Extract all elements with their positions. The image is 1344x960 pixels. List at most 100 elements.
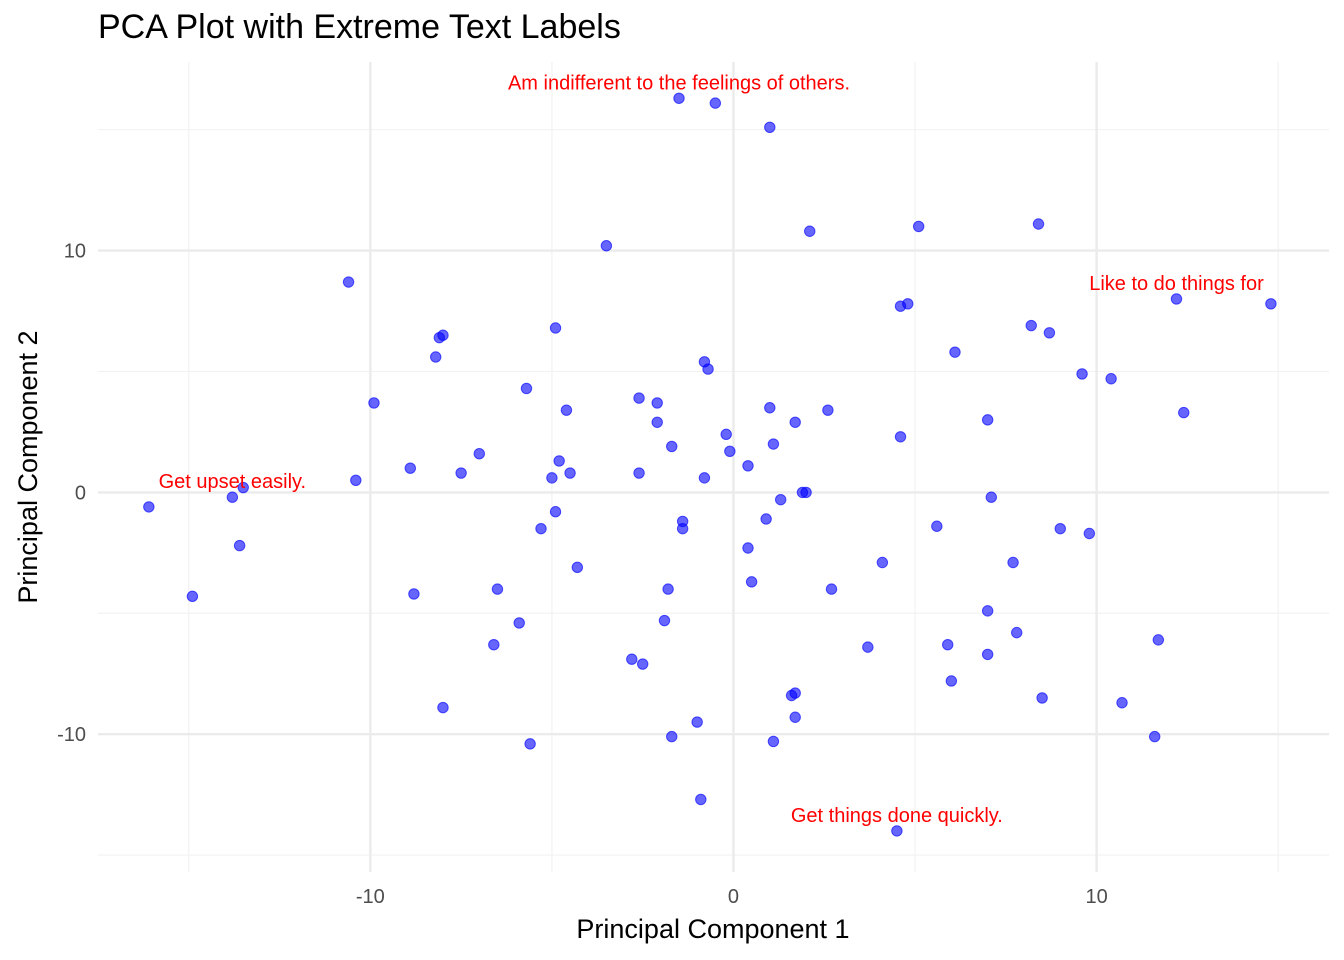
- data-point: [651, 416, 663, 428]
- data-point: [651, 397, 663, 409]
- data-point: [430, 351, 442, 363]
- data-point: [455, 467, 467, 479]
- data-point: [676, 522, 689, 535]
- data-point: [350, 474, 362, 486]
- data-point: [1178, 406, 1190, 419]
- data-point: [1025, 319, 1037, 332]
- y-tick-label: 10: [64, 241, 86, 263]
- y-axis-title: Principal Component 2: [13, 330, 43, 603]
- data-point: [666, 440, 678, 453]
- data-point: [1265, 298, 1277, 310]
- data-point: [767, 438, 780, 450]
- data-point: [702, 363, 714, 375]
- data-point: [488, 639, 500, 651]
- data-point: [520, 382, 533, 395]
- data-point: [143, 501, 155, 513]
- data-point: [862, 641, 874, 653]
- data-point: [942, 639, 954, 651]
- annotation-label: Get upset easily.: [159, 471, 306, 493]
- data-point: [720, 428, 732, 441]
- data-point: [237, 481, 249, 494]
- data-point: [437, 701, 449, 714]
- data-point: [822, 404, 834, 416]
- data-point: [673, 92, 685, 104]
- grid-major: [98, 62, 1329, 872]
- data-point: [949, 346, 961, 358]
- data-point: [1148, 730, 1161, 743]
- annotation-label: Get things done quickly.: [791, 805, 1003, 827]
- data-point: [767, 735, 780, 748]
- data-point: [1036, 692, 1048, 704]
- data-point: [894, 431, 907, 443]
- x-axis-title: Principal Component 1: [576, 914, 849, 944]
- data-point: [789, 711, 801, 723]
- y-tick-label: -10: [57, 724, 86, 746]
- data-point: [1043, 327, 1056, 339]
- data-point: [876, 556, 889, 569]
- data-point: [742, 460, 754, 472]
- data-point: [745, 576, 758, 588]
- data-point: [785, 689, 798, 702]
- data-point: [1011, 626, 1023, 639]
- data-point: [1083, 527, 1096, 540]
- data-point: [981, 605, 994, 617]
- data-point: [985, 491, 997, 503]
- annotation-label: Am indifferent to the feelings of others…: [508, 72, 850, 94]
- data-point: [549, 506, 562, 518]
- data-point: [774, 493, 787, 506]
- data-point: [226, 491, 239, 503]
- data-point: [1076, 368, 1088, 380]
- data-point: [825, 583, 838, 595]
- data-point: [560, 404, 573, 416]
- data-point: [564, 467, 576, 479]
- data-point: [945, 675, 958, 687]
- data-point: [633, 467, 645, 479]
- data-point: [981, 648, 994, 661]
- data-point: [1170, 293, 1183, 305]
- data-point: [981, 414, 994, 426]
- data-point: [912, 220, 925, 233]
- data-point: [368, 397, 380, 409]
- y-tick-labels: -10 0 10: [57, 241, 86, 747]
- data-point: [666, 730, 678, 743]
- data-point: [473, 448, 485, 460]
- data-point: [691, 716, 703, 728]
- data-point: [1007, 556, 1019, 569]
- chart-title: PCA Plot with Extreme Text Labels: [98, 8, 621, 46]
- data-point: [800, 486, 812, 499]
- data-point: [433, 331, 446, 344]
- data-point: [804, 225, 816, 237]
- data-point: [764, 121, 776, 133]
- grid-minor: [98, 62, 1329, 872]
- data-point: [513, 617, 525, 629]
- data-point: [491, 583, 504, 595]
- data-point: [524, 738, 536, 750]
- data-point: [553, 455, 565, 467]
- points-layer: [143, 92, 1277, 837]
- data-point: [1152, 634, 1165, 646]
- data-point: [931, 520, 943, 532]
- x-tick-label: -10: [356, 886, 385, 908]
- data-point: [600, 240, 613, 252]
- data-point: [1105, 373, 1117, 385]
- data-point: [789, 416, 801, 428]
- data-point: [1054, 522, 1066, 535]
- data-point: [404, 462, 416, 474]
- data-point: [1032, 218, 1045, 230]
- annotation-label: Like to do things for: [1089, 273, 1264, 295]
- data-point: [633, 392, 645, 404]
- data-point: [891, 825, 903, 837]
- data-point: [636, 658, 649, 670]
- x-tick-label: 10: [1085, 886, 1107, 908]
- y-tick-label: 0: [75, 482, 86, 504]
- data-point: [764, 402, 776, 414]
- data-point: [626, 653, 638, 665]
- data-point: [535, 522, 547, 535]
- data-point: [408, 588, 420, 600]
- annotations-layer: Am indifferent to the feelings of others…: [159, 72, 1264, 827]
- data-point: [760, 513, 772, 525]
- data-point: [902, 298, 914, 310]
- data-point: [698, 472, 711, 484]
- data-point: [342, 276, 355, 288]
